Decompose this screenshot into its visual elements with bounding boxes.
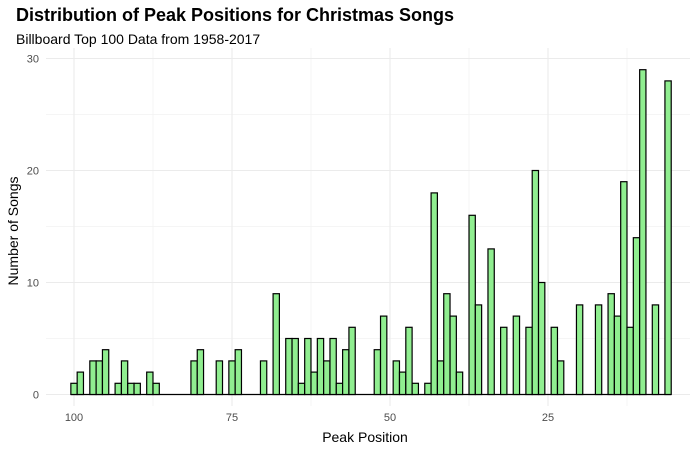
bar — [455, 371, 464, 396]
bar — [430, 192, 438, 396]
grid — [46, 48, 690, 406]
bar — [436, 360, 445, 396]
bar — [316, 337, 325, 396]
bar — [500, 326, 508, 396]
bar — [259, 360, 268, 396]
bar — [291, 337, 299, 396]
bar — [525, 326, 533, 396]
chart-title: Distribution of Peak Positions for Chris… — [16, 5, 455, 25]
bar — [550, 326, 559, 396]
bar — [594, 304, 603, 396]
bar — [342, 349, 350, 396]
bar — [651, 304, 660, 396]
bar — [76, 371, 85, 396]
bar — [424, 382, 432, 396]
bar — [449, 315, 457, 396]
bar — [373, 349, 382, 396]
bar — [228, 360, 236, 396]
y-tick-label: 30 — [27, 54, 39, 66]
bar — [215, 360, 224, 396]
bar — [468, 214, 476, 396]
bar — [304, 337, 312, 396]
bar — [443, 293, 451, 396]
bar — [310, 371, 318, 396]
y-tick-label: 20 — [27, 166, 39, 178]
bar — [114, 382, 122, 396]
bar — [639, 69, 647, 396]
bar — [348, 326, 356, 396]
bar — [89, 360, 97, 396]
bar — [146, 371, 154, 396]
bar — [285, 337, 293, 396]
bar — [190, 360, 198, 396]
bars — [70, 69, 672, 396]
bar — [297, 382, 306, 396]
bar — [196, 349, 205, 396]
bar — [127, 382, 135, 396]
bar — [487, 248, 495, 396]
chart-subtitle: Billboard Top 100 Data from 1958-2017 — [16, 31, 261, 47]
y-axis-title: Number of Songs — [5, 177, 21, 286]
bar — [392, 360, 401, 396]
bar — [556, 360, 565, 396]
bar — [512, 315, 521, 396]
bar — [272, 293, 280, 396]
bar — [335, 382, 344, 396]
x-tick-label: 50 — [384, 412, 396, 424]
x-tick-label: 100 — [65, 412, 83, 424]
tick-labels: 0 10 20 30 100 75 50 25 — [27, 54, 554, 425]
bar — [537, 281, 546, 396]
bar — [323, 360, 331, 396]
bar — [411, 382, 420, 396]
bar — [101, 349, 110, 396]
bar — [531, 169, 540, 396]
bar — [664, 80, 672, 396]
bar — [575, 304, 584, 396]
bar — [474, 304, 483, 396]
bar — [613, 315, 622, 396]
bar — [234, 349, 243, 396]
bar — [70, 382, 78, 396]
bar — [405, 326, 413, 396]
x-tick-label: 75 — [226, 412, 238, 424]
bar — [607, 293, 615, 396]
x-axis-title: Peak Position — [322, 429, 408, 445]
bar — [626, 326, 634, 396]
bar — [632, 237, 641, 396]
x-tick-label: 25 — [542, 412, 554, 424]
bar — [95, 360, 104, 396]
y-tick-label: 0 — [33, 390, 39, 402]
bar — [398, 371, 407, 396]
bar — [152, 382, 160, 396]
y-tick-label: 10 — [27, 278, 39, 290]
bar — [620, 181, 628, 396]
bar — [379, 315, 388, 396]
bar — [329, 337, 337, 396]
bar — [133, 382, 141, 396]
bar — [120, 360, 129, 396]
